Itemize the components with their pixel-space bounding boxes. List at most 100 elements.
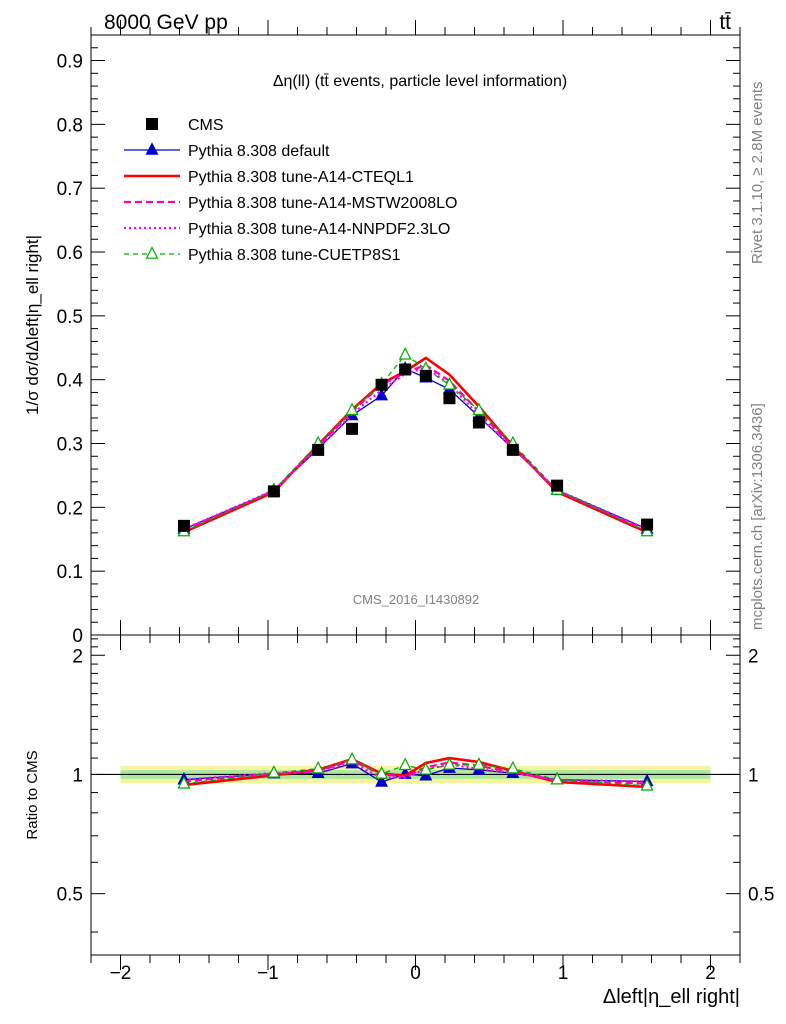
ratio-y-tick-label-right: 1 [748, 765, 759, 786]
y-tick-label: 0.7 [57, 179, 83, 200]
y-tick-label: 0.2 [57, 498, 83, 519]
legend-entry: Pythia 8.308 default [124, 142, 330, 160]
data-point [472, 416, 485, 429]
main-y-axis: 0 0.1 0.2 0.3 0.4 0.5 0.6 0.7 0.8 0.9 [57, 34, 740, 647]
data-point [375, 387, 389, 401]
legend-entry: Pythia 8.308 tune-A14-CTEQL1 [124, 169, 414, 186]
ratio-y-tick-label: 0.5 [57, 885, 83, 906]
series-line [183, 363, 648, 532]
ratio-point [375, 766, 389, 779]
data-point [345, 402, 359, 416]
y-tick-label: 0.3 [57, 435, 83, 456]
series-line [183, 353, 648, 533]
ratio-point [472, 757, 486, 770]
ratio-y-tick-label-right: 0.5 [748, 885, 774, 906]
y-tick-label: 0.1 [57, 562, 83, 583]
y-tick-label: 0.9 [57, 52, 83, 73]
series-1 [177, 361, 654, 534]
ratio-line [183, 759, 648, 785]
ratio-frame [90, 634, 741, 956]
legend-marker [146, 118, 158, 130]
legend-marker [145, 142, 159, 155]
ratio-point [442, 757, 456, 770]
energy-label: 8000 GeV pp [104, 11, 228, 34]
main-y-label: 1/σ dσ/dΔleft|η_ell right| [23, 235, 42, 415]
legend-entry: CMS [146, 117, 224, 134]
x-axis-label: Δleft|η_ell right| [603, 986, 740, 1008]
ratio-point [177, 776, 191, 789]
legend: CMS Pythia 8.308 default Pythia 8.308 tune… [124, 117, 457, 264]
data-point [177, 519, 190, 532]
ratio-y-axis: 0.5 0.5 1 1 2 2 [57, 638, 774, 933]
ratio-y-tick-label: 1 [72, 765, 83, 786]
ratio-point [640, 778, 654, 791]
process-label: tt̄ [719, 11, 731, 34]
ratio-y-tick-label: 2 [72, 646, 83, 667]
ratio-point [419, 762, 433, 775]
ratio-point [311, 760, 325, 774]
rivet-label: Rivet 3.1.10, ≥ 2.8M events [749, 82, 766, 265]
x-axis: −2 −1 0 1 2 [90, 20, 741, 984]
y-tick-label: 0.8 [57, 115, 83, 136]
main-panel: Δη(ll) (tt̄ events, particle level infor… [23, 34, 741, 647]
main-title: Δη(ll) (tt̄ events, particle level infor… [273, 73, 567, 90]
series-line [183, 366, 648, 531]
data-point [312, 443, 325, 456]
series-3 [183, 363, 648, 532]
series-5 [177, 346, 654, 537]
legend-label: Pythia 8.308 default [188, 143, 330, 160]
legend-label: Pythia 8.308 tune-A14-MSTW2008LO [188, 195, 457, 212]
data-point [551, 479, 564, 492]
series-4 [183, 366, 648, 531]
watermark: CMS_2016_I1430892 [353, 592, 480, 607]
ratio-panel: 0.5 0.5 1 1 2 2 Ratio to CMS [24, 634, 774, 956]
ratio-point [345, 751, 359, 765]
series-0 [177, 363, 654, 532]
y-tick-label: 0.5 [57, 307, 83, 328]
data-point [641, 518, 654, 531]
data-point [442, 376, 456, 390]
data-point [399, 363, 412, 376]
y-tick-label: 0 [72, 626, 83, 647]
legend-label: Pythia 8.308 tune-CUETP8S1 [188, 247, 401, 264]
ratio-point [398, 757, 412, 771]
ratio-point [375, 774, 389, 787]
ratio-y-label: Ratio to CMS [24, 750, 41, 839]
data-point [472, 402, 486, 416]
legend-label: CMS [188, 117, 224, 134]
x-tick-label: −2 [110, 963, 132, 984]
ratio-point [550, 771, 564, 785]
series-line [183, 356, 648, 534]
x-tick-label: 0 [410, 963, 421, 984]
x-tick-label: −1 [257, 963, 279, 984]
legend-label: Pythia 8.308 tune-A14-NNPDF2.3LO [188, 221, 450, 238]
data-point [443, 392, 456, 405]
series-2 [183, 356, 648, 534]
data-point [506, 443, 519, 456]
legend-label: Pythia 8.308 tune-A14-CTEQL1 [188, 169, 414, 186]
data-point [375, 378, 388, 391]
legend-entry: Pythia 8.308 tune-A14-NNPDF2.3LO [124, 221, 450, 238]
ratio-series-2 [183, 759, 648, 785]
ratio-line [183, 758, 648, 787]
ratio-point [267, 765, 281, 778]
legend-entry: Pythia 8.308 tune-A14-MSTW2008LO [124, 195, 457, 212]
source-label: mcplots.cern.ch [arXiv:1306.3436] [749, 403, 766, 630]
x-tick-label: 1 [558, 963, 569, 984]
data-point [267, 485, 280, 498]
ratio-y-tick-label-right: 2 [748, 646, 759, 667]
legend-entry: Pythia 8.308 tune-CUETP8S1 [124, 246, 401, 264]
data-point [398, 346, 412, 360]
y-tick-label: 0.6 [57, 243, 83, 264]
ratio-series [177, 751, 654, 791]
y-tick-label: 0.4 [57, 371, 84, 392]
ratio-series-4 [177, 751, 654, 791]
x-tick-label: 2 [705, 963, 716, 984]
main-series [177, 346, 654, 537]
data-point [419, 369, 432, 382]
series-line [183, 368, 648, 530]
data-point [346, 422, 359, 435]
legend-marker [145, 246, 159, 259]
ratio-point [506, 760, 520, 774]
